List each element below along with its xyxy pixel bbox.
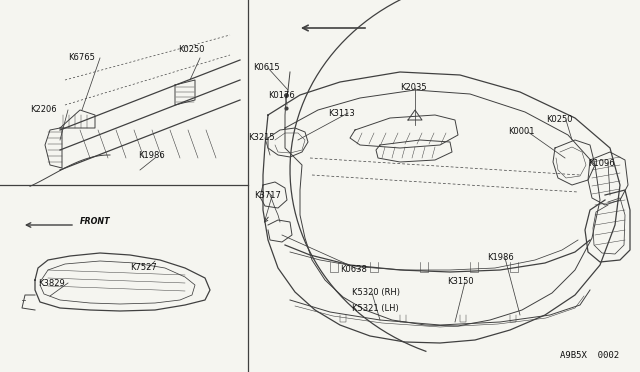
- Text: K2206: K2206: [30, 106, 56, 115]
- Text: K3150: K3150: [447, 278, 474, 286]
- Text: A9B5X  0002: A9B5X 0002: [560, 350, 619, 359]
- Text: K1986: K1986: [138, 151, 164, 160]
- Text: K3215: K3215: [248, 134, 275, 142]
- Text: K0638: K0638: [340, 266, 367, 275]
- Text: K0250: K0250: [178, 45, 205, 55]
- Text: FRONT: FRONT: [80, 218, 111, 227]
- Text: K6765: K6765: [68, 54, 95, 62]
- Text: K5320 (RH): K5320 (RH): [352, 289, 400, 298]
- Text: K3113: K3113: [328, 109, 355, 118]
- Text: K1986: K1986: [487, 253, 514, 263]
- Text: K3829: K3829: [38, 279, 65, 288]
- Text: K0176: K0176: [268, 90, 295, 99]
- Text: K5321 (LH): K5321 (LH): [352, 304, 399, 312]
- Text: K0615: K0615: [253, 64, 280, 73]
- Text: K3717: K3717: [254, 192, 281, 201]
- Text: K0250: K0250: [546, 115, 573, 125]
- Text: K7527: K7527: [130, 263, 157, 273]
- Text: K0001: K0001: [508, 128, 534, 137]
- Text: K2035: K2035: [400, 83, 427, 93]
- Text: K1096: K1096: [588, 158, 614, 167]
